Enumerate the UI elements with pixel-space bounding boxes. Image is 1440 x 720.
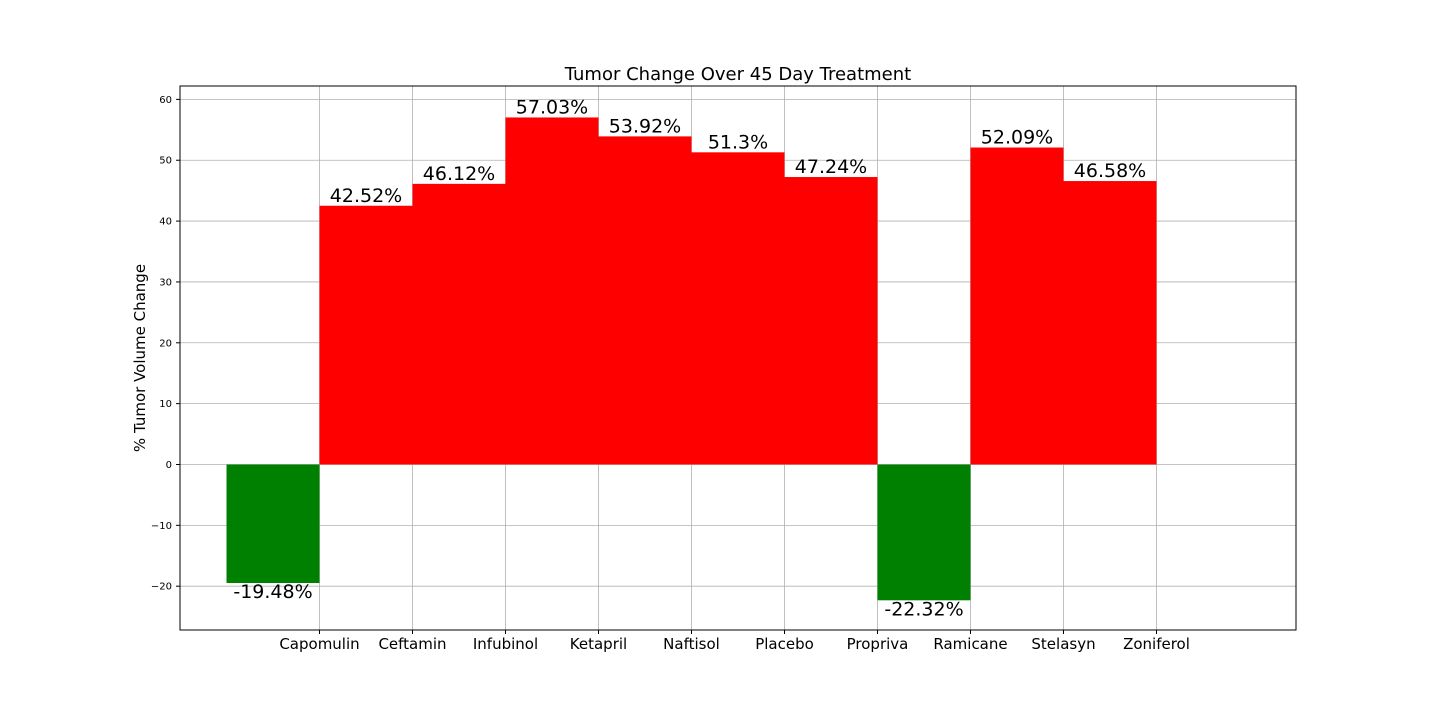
data-label: 42.52% [330,185,402,207]
data-label: -22.32% [884,598,963,620]
data-label: 47.24% [795,156,867,178]
x-tick-label: Placebo [755,635,814,653]
y-axis-label: % Tumor Volume Change [131,264,149,452]
bar-zoniferol [1063,181,1157,465]
data-labels: -19.48% 42.52% 46.12% 57.03% 53.92% 51.3% 47.2… [233,96,1146,620]
data-label: 51.3% [708,131,768,153]
bar-capomulin [226,464,320,584]
y-tick-label: 30 [159,277,172,288]
data-label: 52.09% [981,127,1053,149]
y-tick-label: 20 [159,338,172,349]
y-tick-label: −20 [151,582,172,593]
y-tick-label: 60 [159,95,172,106]
x-tick-label: Capomulin [279,635,359,653]
bar-naftisol [598,136,692,465]
x-tick-label: Ketapril [570,635,627,653]
x-tick-label: Infubinol [473,635,538,653]
y-tick-label: 0 [166,460,172,471]
plot-frame [179,85,1297,631]
x-tick-label: Ramicane [933,635,1007,653]
bar-infubinol [412,183,506,465]
y-tick-label: 40 [159,217,172,228]
bar-ramicane [877,464,971,601]
bar-ceftamin [319,205,413,465]
data-label: 53.92% [609,115,681,137]
y-tick-label: 50 [159,156,172,167]
data-label: -19.48% [233,581,312,603]
x-axis-ticks: Capomulin Ceftamin Infubinol Ketapril Naftis… [279,630,1190,653]
x-tick-label: Ceftamin [378,635,446,653]
x-tick-label: Zoniferol [1123,635,1190,653]
data-label: 46.12% [423,163,495,185]
bar-placebo [691,152,785,465]
x-tick-label: Propriva [847,635,909,653]
x-tick-label: Stelasyn [1031,635,1095,653]
data-label: 46.58% [1074,160,1146,182]
bar-ketapril [505,117,599,465]
chart-title: Tumor Change Over 45 Day Treatment [564,64,911,85]
bar-stelasyn [970,147,1064,465]
bar-propriva [784,177,878,465]
y-axis-ticks: −20 −10 0 10 20 30 40 50 60 [151,95,180,593]
y-tick-label: −10 [151,521,172,532]
data-label: 57.03% [516,96,588,118]
y-tick-label: 10 [159,399,172,410]
bars [226,117,1157,601]
x-tick-label: Naftisol [663,635,720,653]
